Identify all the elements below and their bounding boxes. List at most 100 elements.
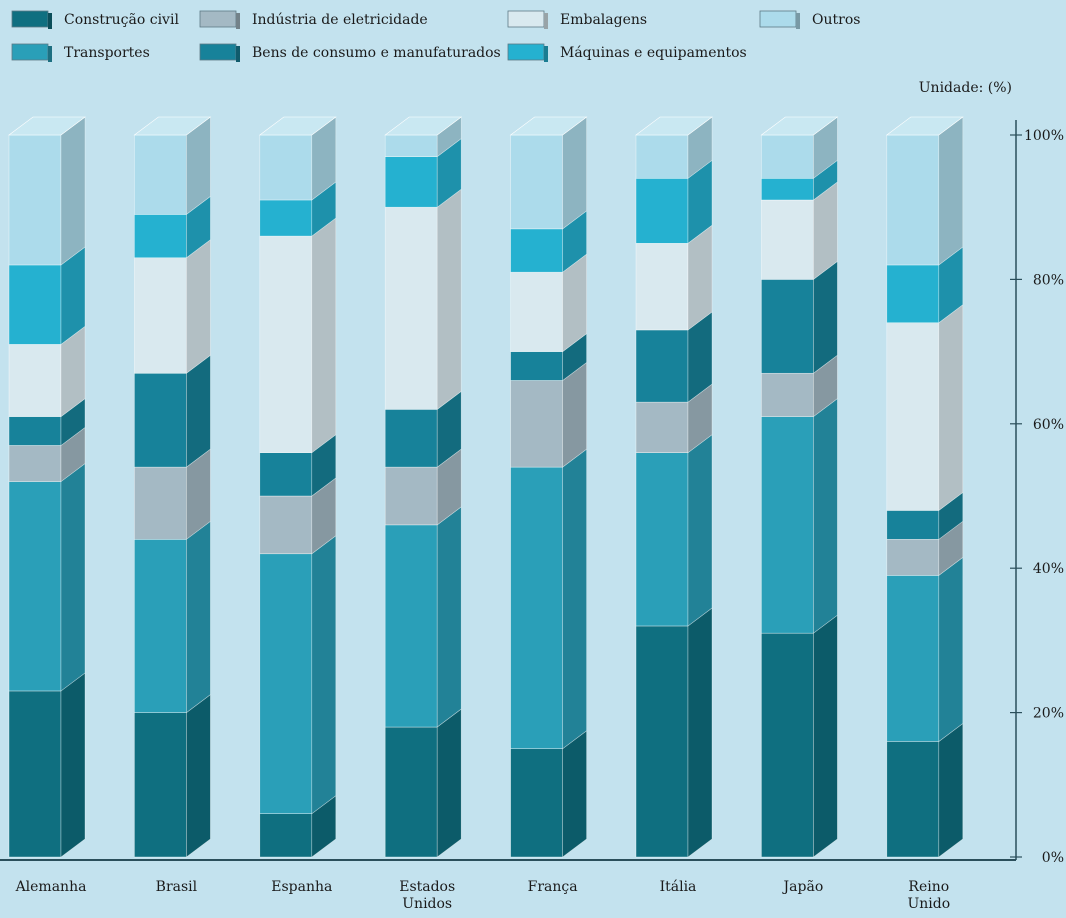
bar-front [384,524,438,728]
bar-segment [760,116,839,179]
bar-segment [761,614,838,858]
bar-segment [761,397,838,634]
bar-segment [635,116,713,179]
legend: Construção civil Indústria de eletricidad… [11,10,860,62]
bar-side [938,116,964,266]
legend-swatch [759,10,797,28]
bar-segment [510,730,587,858]
bar-front [8,264,62,345]
legend-label: Bens de consumo e manufaturados [252,45,501,61]
bar-front [259,452,313,497]
legend-swatch-side [48,46,52,62]
bar-segment [886,304,964,512]
bar-segment [259,477,337,555]
bar-segment [8,672,86,858]
legend-swatch-side [48,13,52,29]
bar-front [761,199,814,280]
bar-front [886,264,940,324]
bar-front [259,235,313,453]
bar-segment [259,434,337,497]
bar-stack [885,116,964,858]
legend-label: Outros [812,12,860,28]
legend-item: Embalagens [507,10,647,29]
bar-segment [8,397,86,447]
bar-side [562,361,587,468]
bar-front [761,416,814,634]
bar-front [134,372,187,468]
bar-segment [384,188,462,410]
bar-side [311,217,337,454]
bar-segment [510,210,587,273]
bar-segment [133,116,212,216]
bar-front [8,690,62,858]
category-label: Espanha [271,879,332,895]
bar-segment [134,448,211,540]
bar-segment [886,520,964,577]
legend-label: Transportes [64,45,150,61]
bar-segment [510,333,587,382]
bar-segment [635,224,713,331]
bar-segment [635,434,713,627]
legend-swatch-side [236,13,240,29]
bar-side [436,708,462,858]
unit-label: Unidade: (%) [919,80,1012,96]
bar-stack [509,116,588,858]
bar-segment [259,535,337,815]
legend-swatch [11,10,49,28]
bar-side [562,730,587,858]
bar-segment [761,181,838,280]
bar-segment [8,325,86,418]
legend-item: Indústria de eletricidade [199,10,428,29]
bar-front [134,466,187,540]
bar-side [938,556,964,743]
bar-segment [8,462,86,692]
bar-segment [886,491,964,540]
bar-front [259,553,313,814]
bar-front [510,228,563,273]
y-tick-label: 100% [1024,128,1064,144]
bar-front [635,329,689,403]
bar-segment [384,116,463,158]
bar-front [635,401,689,453]
bar-front [8,344,62,417]
bar-top [509,116,588,136]
bar-segment [259,217,337,454]
bar-side [186,239,211,374]
bar-front [761,134,814,179]
bar-segment [635,607,713,858]
bar-top [8,116,86,136]
bar-front [635,134,689,179]
bar-front [384,409,438,468]
legend-label: Embalagens [560,12,647,28]
bar-segment [886,722,964,858]
legend-swatch [507,10,545,28]
bar-side [562,448,587,750]
legend-swatch-side [796,13,800,29]
bar-front [761,632,814,858]
axes: 0% 20% 40% 60% 80% 100% [0,120,1064,866]
bar-side [813,397,838,634]
bar-segment [384,390,462,468]
bar-side [687,224,713,331]
bar-stack [133,116,212,858]
bar-side [938,722,964,858]
legend-swatch [199,10,237,28]
bars [8,116,964,858]
bar-side [186,354,211,468]
bar-segment [259,795,337,858]
bar-front [134,257,187,374]
legend-swatch [199,43,237,61]
bar-front [886,741,940,858]
bar-segment [134,195,211,259]
bar-segment [761,260,838,374]
bar-front [510,748,563,858]
bar-front [259,199,313,237]
bar-top [133,116,212,136]
bar-side [813,614,838,858]
bar-front [510,351,563,381]
bar-segment [635,311,713,403]
bar-stack [760,116,839,858]
bar-front [761,372,814,417]
bar-front [635,243,689,331]
